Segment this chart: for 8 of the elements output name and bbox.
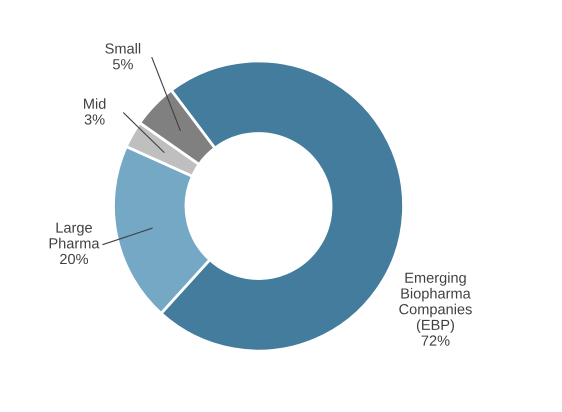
slice-label: Mid: [84, 98, 106, 109]
slice-label: Small: [105, 42, 140, 54]
data-label: 3%: [84, 114, 105, 125]
data-label: 20%: [60, 254, 88, 264]
slice-label: Large Pharma: [50, 222, 100, 248]
slice-label: Emerging Biopharma Companies (EBP): [399, 272, 472, 333]
data-label: 5%: [112, 59, 133, 70]
data-label: 72%: [422, 335, 450, 346]
